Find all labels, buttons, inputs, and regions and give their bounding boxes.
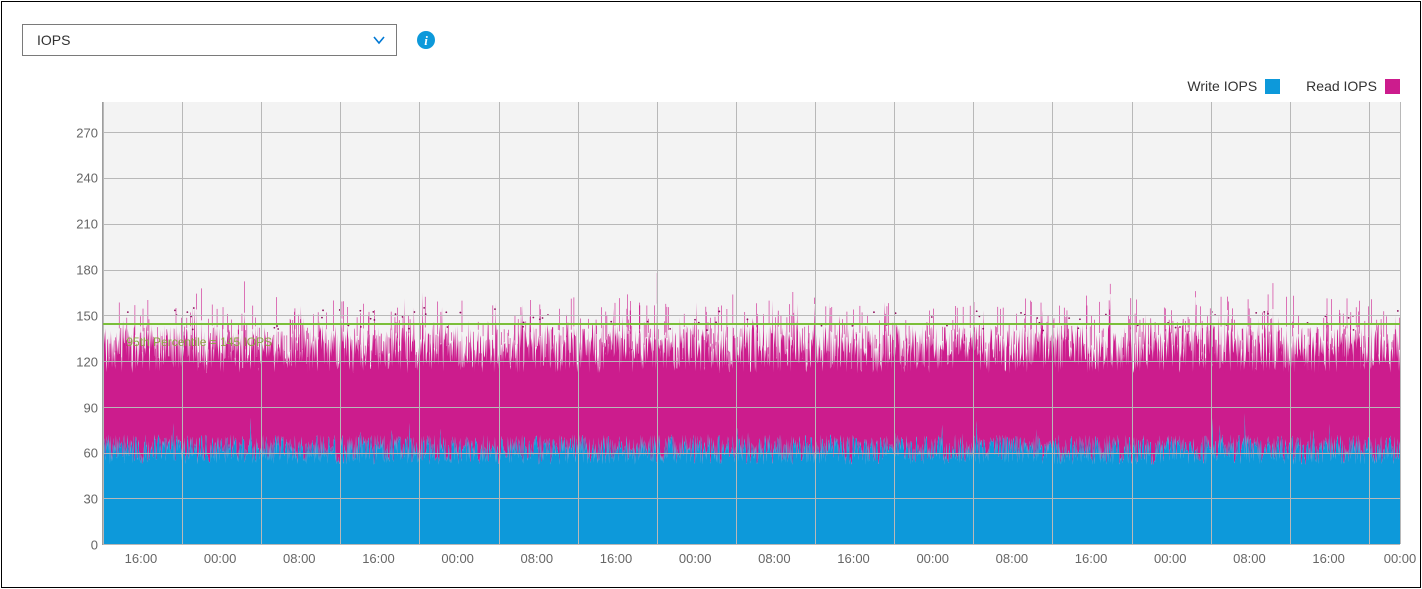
percentile-label: 95th Percentile = 145 IOPS	[126, 335, 272, 349]
x-tick: 00:00	[1384, 551, 1417, 566]
legend: Write IOPS Read IOPS	[1187, 78, 1400, 94]
percentile-line	[103, 323, 1400, 325]
grid-h	[103, 498, 1400, 499]
x-tick: 16:00	[1075, 551, 1108, 566]
x-tick: 00:00	[204, 551, 237, 566]
series-read	[103, 292, 1400, 464]
y-tick: 120	[60, 354, 98, 369]
x-tick: 00:00	[679, 551, 712, 566]
legend-item-write[interactable]: Write IOPS	[1187, 78, 1280, 94]
x-tick: 08:00	[996, 551, 1029, 566]
grid-h	[103, 407, 1400, 408]
x-tick: 16:00	[600, 551, 633, 566]
chart: 0 30 60 90 120 150 180 210 240 270 16:00 00:00 08:0…	[60, 102, 1400, 577]
grid-h	[103, 361, 1400, 362]
x-tick: 08:00	[283, 551, 316, 566]
legend-item-read[interactable]: Read IOPS	[1306, 78, 1400, 94]
top-bar: IOPS i	[22, 24, 435, 56]
grid-h	[103, 544, 1400, 545]
legend-label-write: Write IOPS	[1187, 78, 1257, 94]
grid-h	[103, 224, 1400, 225]
x-axis: 16:00 00:00 08:00 16:00 00:00 08:00 16:00 00:00…	[102, 545, 1400, 577]
x-tick: 00:00	[1154, 551, 1187, 566]
y-tick: 0	[60, 538, 98, 553]
y-tick: 240	[60, 171, 98, 186]
x-tick: 16:00	[837, 551, 870, 566]
grid-h	[103, 178, 1400, 179]
metric-dropdown[interactable]: IOPS	[22, 24, 397, 56]
x-tick: 16:00	[1312, 551, 1345, 566]
x-tick: 16:00	[125, 551, 158, 566]
metric-dropdown-label: IOPS	[37, 32, 70, 48]
x-tick: 08:00	[1233, 551, 1266, 566]
y-tick: 30	[60, 492, 98, 507]
chevron-down-icon	[372, 33, 386, 47]
grid-v	[1400, 102, 1401, 544]
y-tick: 210	[60, 217, 98, 232]
x-tick: 00:00	[441, 551, 474, 566]
y-tick: 90	[60, 400, 98, 415]
panel-frame: IOPS i Write IOPS Read IOPS 0 30 60 90 120 15…	[1, 1, 1421, 588]
grid-h	[103, 315, 1400, 316]
legend-swatch-write	[1265, 79, 1280, 94]
grid-h	[103, 132, 1400, 133]
y-axis: 0306090120150180210240270	[60, 102, 102, 545]
grid-h	[103, 270, 1400, 271]
legend-swatch-read	[1385, 79, 1400, 94]
x-tick: 16:00	[362, 551, 395, 566]
y-tick: 180	[60, 263, 98, 278]
legend-label-read: Read IOPS	[1306, 78, 1377, 94]
read-peaks	[127, 307, 1399, 331]
y-tick: 150	[60, 308, 98, 323]
info-icon-glyph: i	[424, 34, 428, 47]
y-tick: 60	[60, 446, 98, 461]
x-tick: 00:00	[916, 551, 949, 566]
y-tick: 270	[60, 125, 98, 140]
plot-area[interactable]: 95th Percentile = 145 IOPS	[102, 102, 1400, 545]
grid-h	[103, 453, 1400, 454]
x-tick: 08:00	[521, 551, 554, 566]
info-icon[interactable]: i	[417, 31, 435, 49]
x-tick: 08:00	[758, 551, 791, 566]
